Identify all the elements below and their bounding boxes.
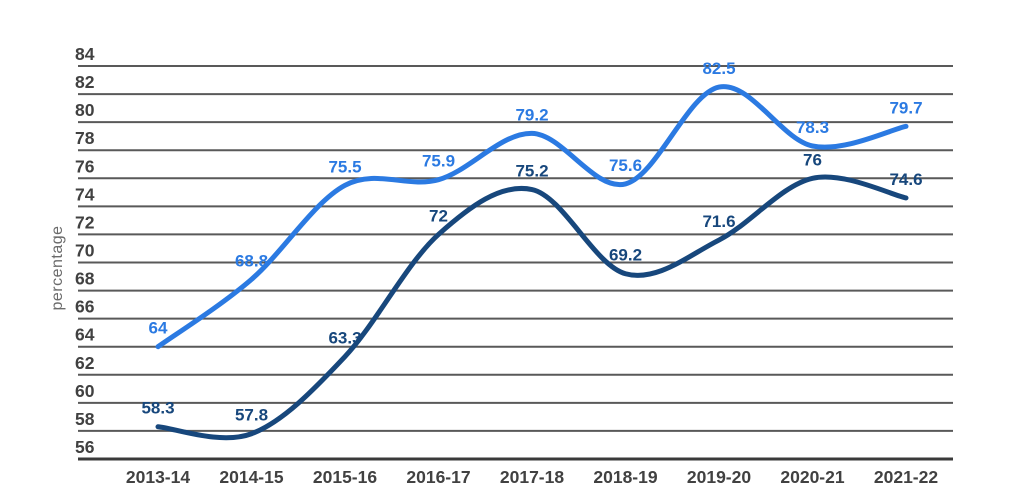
data-label: 78.3: [796, 118, 829, 137]
data-label: 71.6: [702, 212, 735, 231]
y-tick-label: 70: [75, 241, 95, 261]
data-label: 63.3: [328, 329, 361, 348]
data-label: 72: [429, 206, 448, 225]
data-label: 82.5: [702, 59, 735, 78]
y-tick-label: 74: [75, 184, 95, 204]
y-tick-label: 66: [75, 297, 95, 317]
x-tick-label: 2021-22: [874, 467, 938, 487]
x-axis-tick-labels: 2013-14 2014-15 2015-16 2016-17 2017-18 2018-…: [126, 467, 938, 487]
data-label: 75.9: [422, 152, 455, 171]
data-label: 57.8: [235, 406, 268, 425]
x-tick-label: 2016-17: [406, 467, 470, 487]
x-tick-label: 2018-19: [593, 467, 657, 487]
y-tick-label: 62: [75, 353, 95, 373]
data-label: 75.2: [515, 162, 548, 181]
gridlines: [78, 65, 953, 461]
y-tick-label: 68: [75, 269, 95, 289]
data-label: 64: [149, 319, 168, 338]
x-tick-label: 2014-15: [219, 467, 283, 487]
y-tick-label: 58: [75, 409, 95, 429]
data-label: 58.3: [141, 399, 174, 418]
y-axis-tick-labels: 84 82 80 78 76 74 72 70 68 66 64 62 60 58 56: [75, 44, 95, 457]
series-line-lower-line: [155, 174, 909, 441]
data-labels: 64 68.8 75.5 75.9 79.2 75.6 82.5 78.3 79.7 58.3 57…: [141, 59, 922, 425]
y-tick-label: 64: [75, 325, 95, 345]
data-label: 75.6: [609, 156, 642, 175]
x-tick-label: 2019-20: [687, 467, 751, 487]
y-tick-label: 82: [75, 72, 95, 92]
series-line-upper-line: [155, 84, 909, 350]
data-label: 75.5: [328, 157, 361, 176]
x-tick-label: 2015-16: [313, 467, 377, 487]
x-tick-label: 2017-18: [500, 467, 564, 487]
data-label: 68.8: [235, 251, 268, 270]
y-tick-label: 72: [75, 212, 95, 232]
y-tick-label: 78: [75, 128, 95, 148]
series-lines: [155, 84, 909, 441]
data-label: 76: [803, 150, 822, 169]
y-tick-label: 56: [75, 437, 95, 457]
data-label: 74.6: [889, 170, 922, 189]
y-axis-title: percentage: [49, 225, 66, 310]
data-label: 69.2: [609, 246, 642, 265]
x-tick-label: 2013-14: [126, 467, 190, 487]
y-tick-label: 84: [75, 44, 95, 64]
data-label: 79.2: [515, 105, 548, 124]
y-tick-label: 80: [75, 100, 95, 120]
y-tick-label: 60: [75, 381, 95, 401]
data-label: 79.7: [889, 98, 922, 117]
y-tick-label: 76: [75, 156, 95, 176]
x-tick-label: 2020-21: [780, 467, 844, 487]
